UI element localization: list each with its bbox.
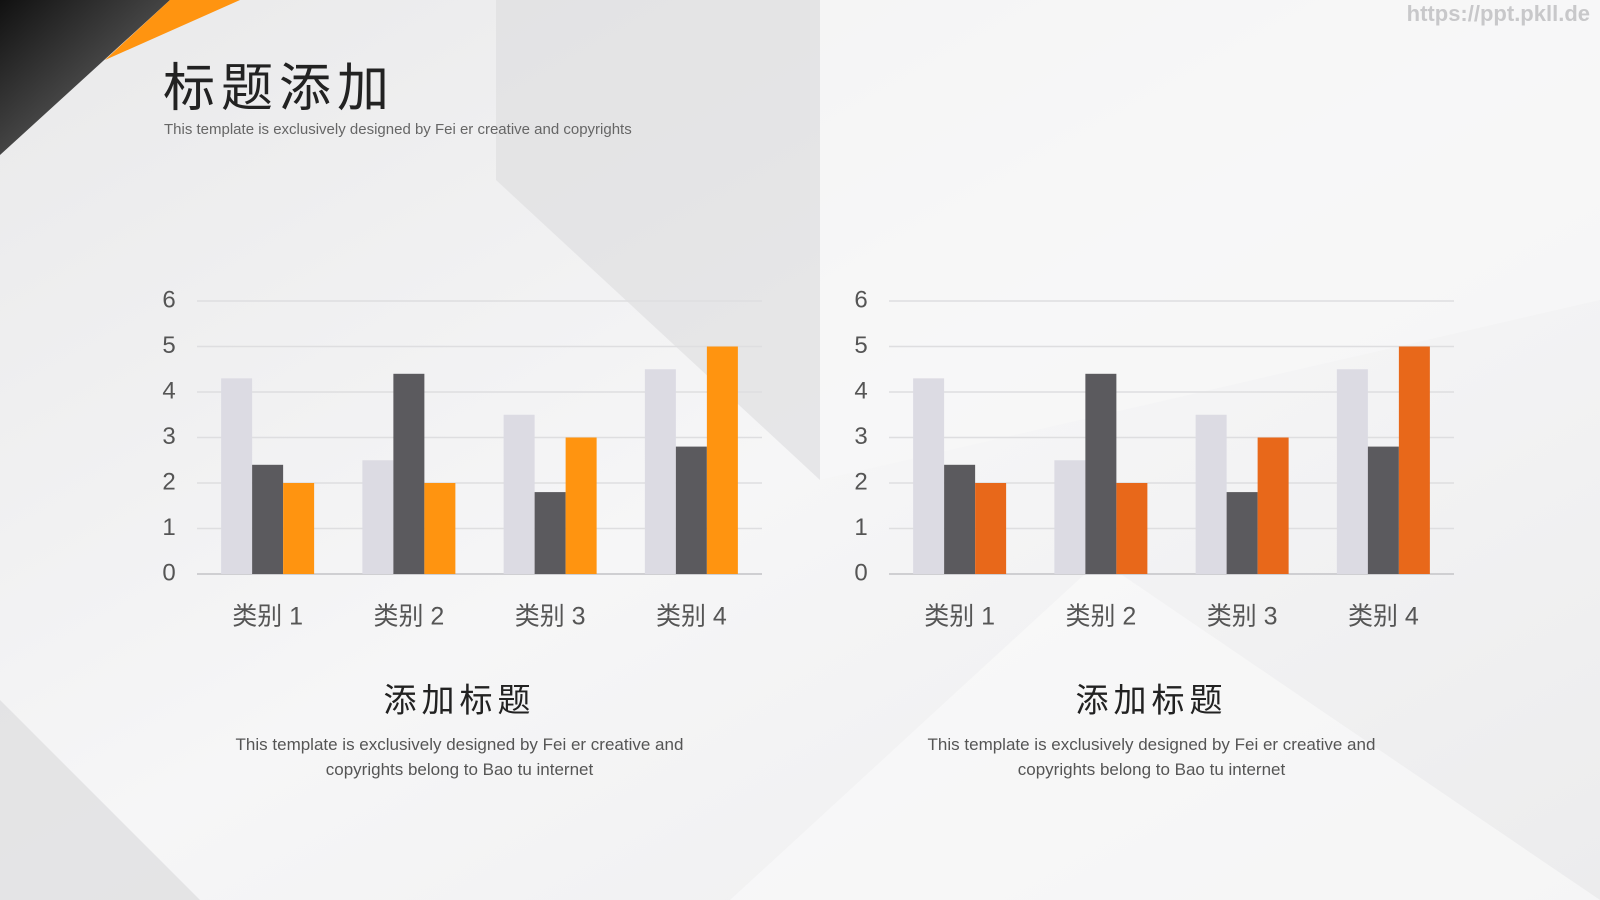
bar (424, 483, 456, 574)
bar (1226, 492, 1258, 574)
x-tick-label: 类别 1 (232, 603, 303, 631)
x-tick-label: 类别 2 (373, 603, 444, 631)
bar (944, 464, 976, 574)
x-tick-label: 类别 3 (1207, 603, 1278, 631)
y-tick-label: 3 (854, 423, 867, 450)
bg-shape (730, 560, 1600, 900)
y-tick-label: 6 (162, 286, 175, 313)
corner-stripe (105, 0, 240, 60)
bar (283, 483, 315, 574)
bar (393, 373, 425, 574)
bg-shape (820, 0, 1600, 480)
bar (534, 492, 566, 574)
bg-shape (496, 0, 820, 480)
x-tick-label: 类别 1 (924, 603, 995, 631)
x-tick-label: 类别 3 (515, 603, 586, 631)
y-tick-label: 4 (162, 377, 175, 404)
bar (1336, 369, 1368, 574)
y-tick-label: 6 (854, 286, 867, 313)
bar (975, 483, 1007, 574)
bar (221, 378, 253, 574)
chart-caption: This template is exclusively designed by… (927, 735, 1376, 779)
page-title: 标题添加 (163, 60, 395, 118)
bar (1398, 346, 1430, 574)
y-tick-label: 2 (854, 468, 867, 495)
bar (913, 378, 945, 574)
bar (1195, 414, 1227, 574)
bar (706, 346, 738, 574)
bar (675, 446, 707, 574)
y-tick-label: 2 (162, 468, 175, 495)
y-tick-label: 5 (854, 332, 867, 359)
bar (1116, 483, 1148, 574)
chart-caption: This template is exclusively designed by… (235, 735, 684, 779)
y-tick-label: 4 (854, 377, 867, 404)
x-tick-label: 类别 4 (1348, 603, 1419, 631)
bar (1257, 437, 1289, 574)
bar (1085, 373, 1117, 574)
x-tick-label: 类别 2 (1065, 603, 1136, 631)
watermark: https://ppt.pkll.de (1407, 1, 1590, 26)
y-tick-label: 0 (854, 559, 867, 586)
bg-shape (0, 700, 200, 900)
bar (565, 437, 597, 574)
bar (1367, 446, 1399, 574)
y-tick-label: 0 (162, 559, 175, 586)
bar (252, 464, 284, 574)
bar (503, 414, 535, 574)
y-tick-label: 5 (162, 332, 175, 359)
page-subtitle: This template is exclusively designed by… (164, 121, 632, 138)
x-tick-label: 类别 4 (656, 603, 727, 631)
bar (362, 460, 394, 574)
y-tick-label: 1 (854, 514, 867, 541)
y-tick-label: 1 (162, 514, 175, 541)
y-tick-label: 3 (162, 423, 175, 450)
chart-title: 添加标题 (1076, 682, 1228, 719)
bar (644, 369, 676, 574)
corner-shape (0, 0, 170, 155)
bar (1054, 460, 1086, 574)
chart-title: 添加标题 (384, 682, 536, 719)
